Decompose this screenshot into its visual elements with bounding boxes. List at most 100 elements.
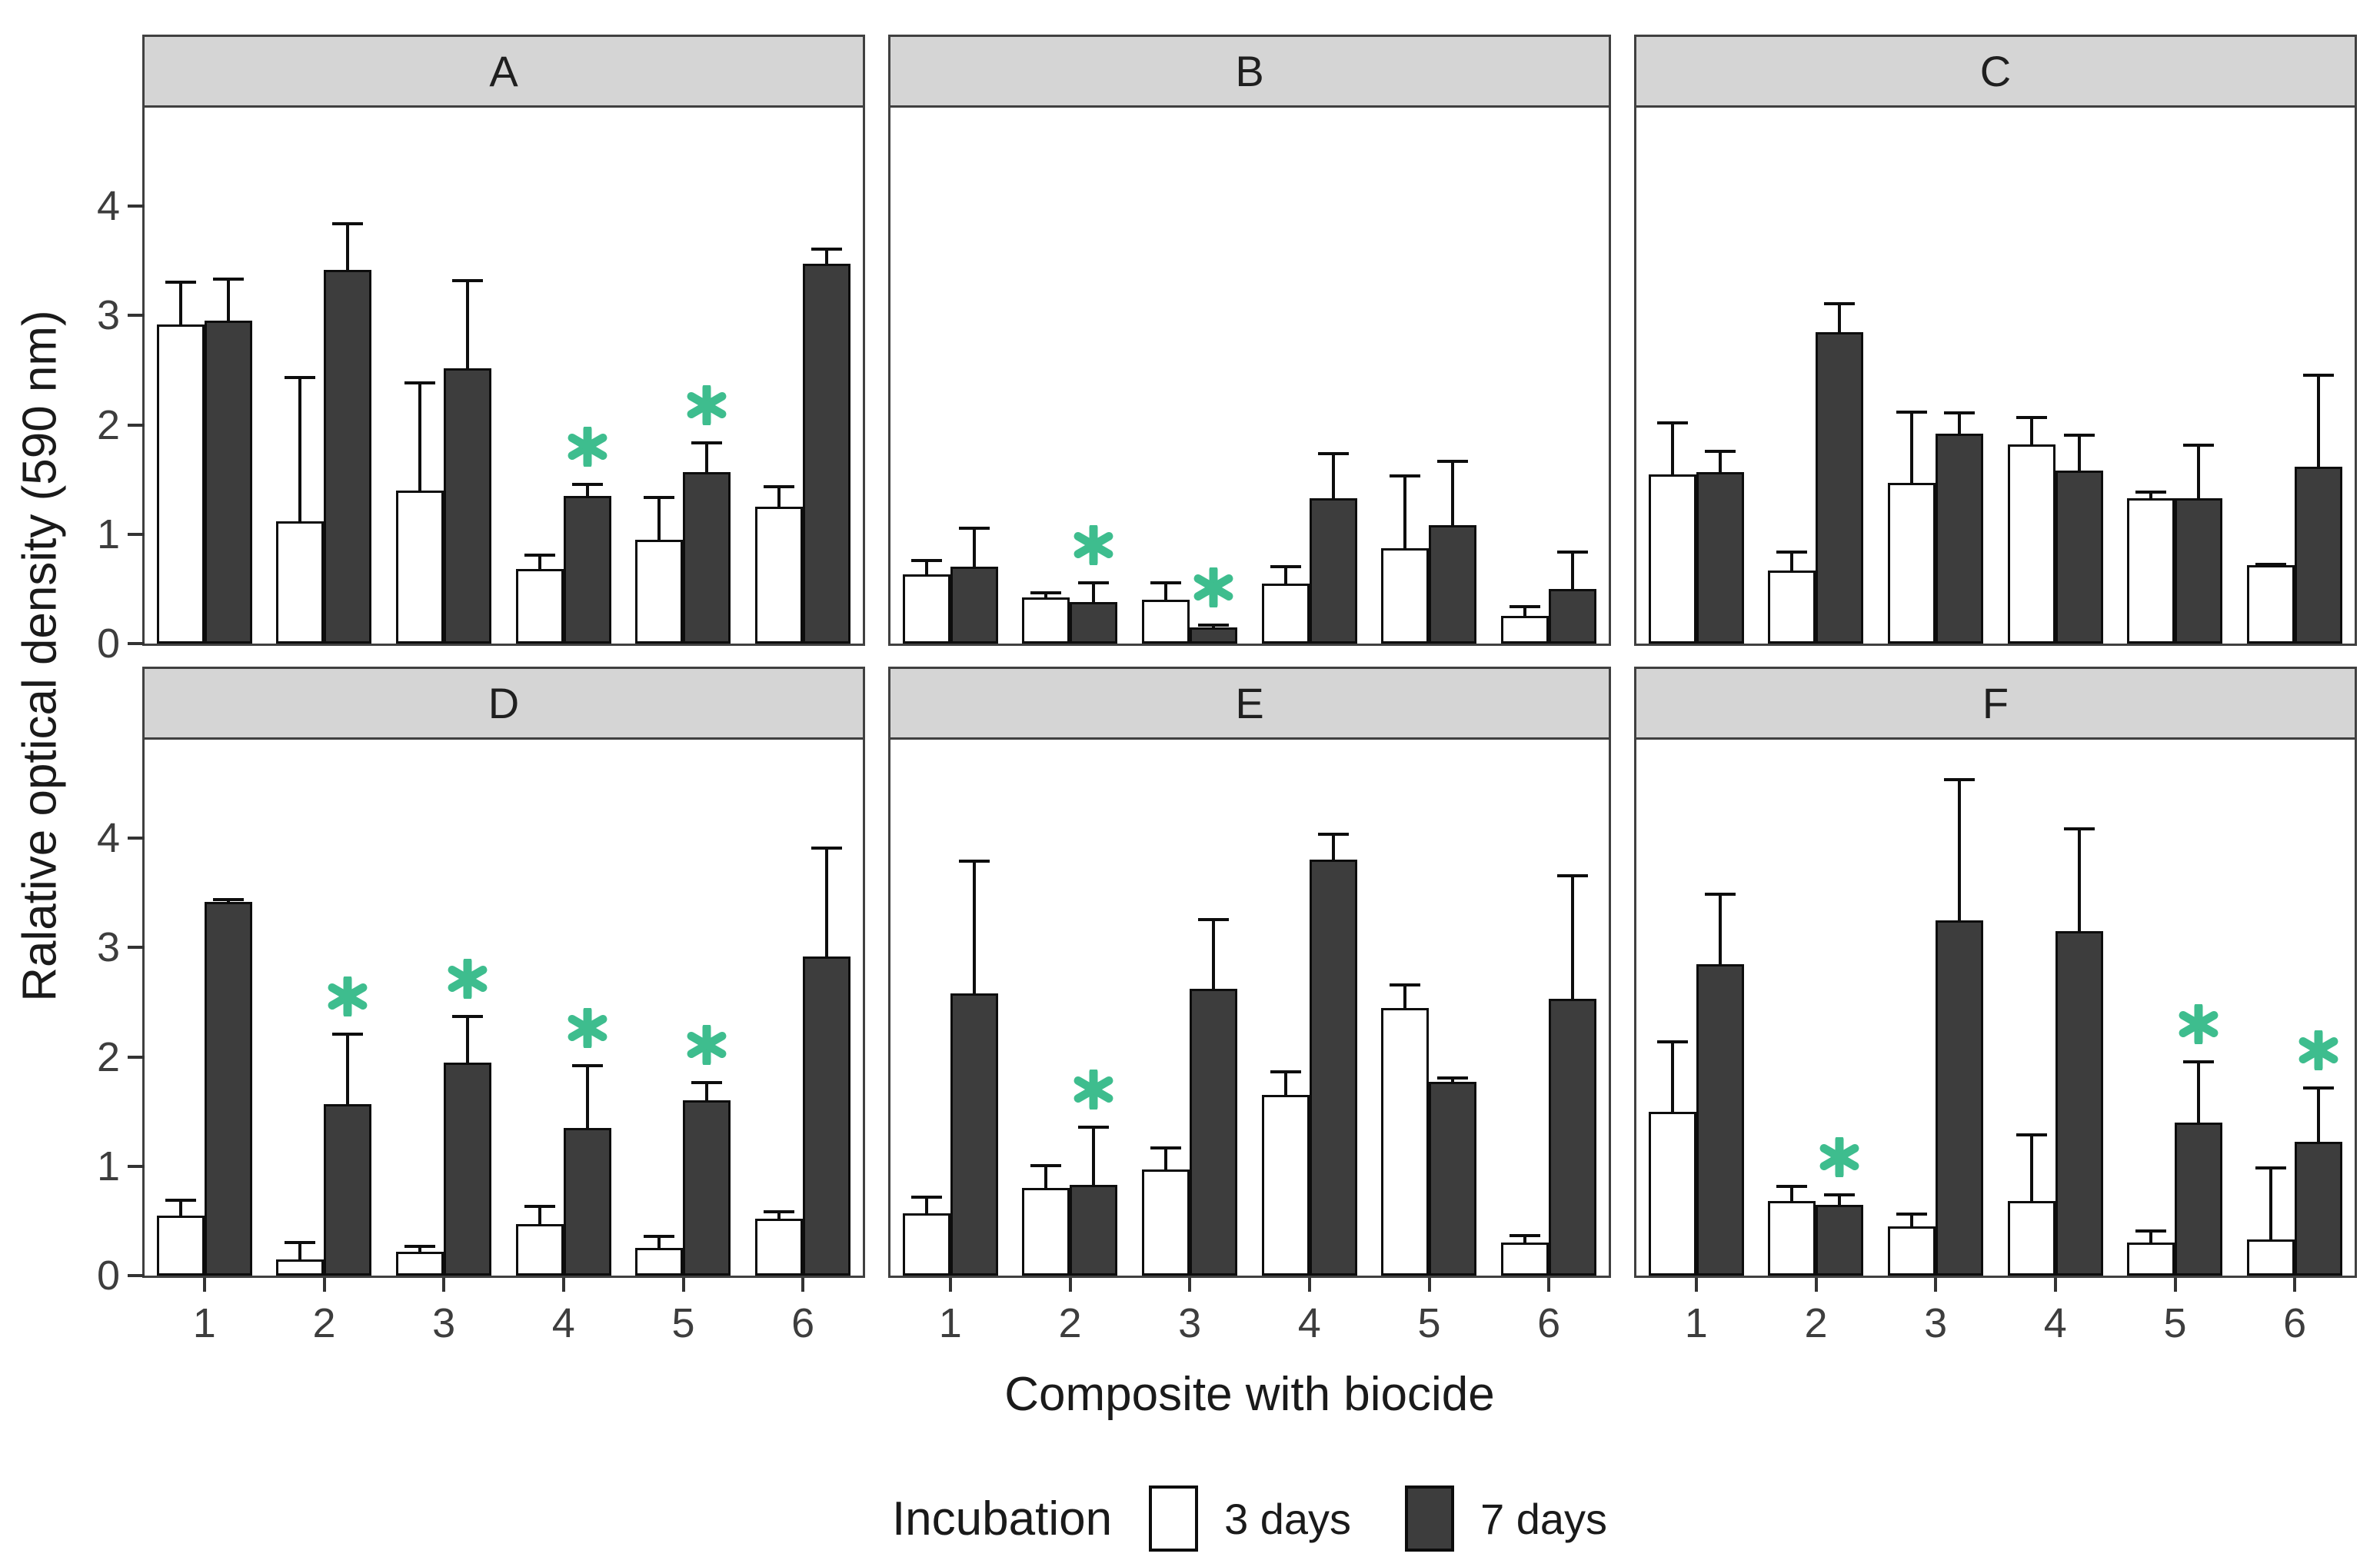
error-bar-cap xyxy=(1944,777,1976,781)
bar-3days xyxy=(2247,564,2295,644)
facet-strip-F: F xyxy=(1634,667,2357,740)
error-bar-cap xyxy=(285,1240,316,1244)
bar-7days xyxy=(1309,497,1357,644)
facet-strip-label: D xyxy=(488,679,520,727)
x-tick-mark xyxy=(801,1278,805,1292)
x-tick-label: 4 xyxy=(2043,1300,2067,1346)
error-bar-cap xyxy=(452,1015,484,1019)
bar-3days xyxy=(1022,1188,1070,1276)
error-bar xyxy=(811,847,843,957)
error-bar xyxy=(452,279,484,368)
x-tick-label: 5 xyxy=(2163,1300,2187,1346)
bar-7days xyxy=(324,1103,372,1276)
error-bar-stem xyxy=(466,1015,470,1063)
x-tick-label: 3 xyxy=(432,1300,456,1346)
x-tick-mark xyxy=(2173,1278,2177,1292)
bar-3days xyxy=(515,569,564,644)
error-bar-cap xyxy=(2135,490,2167,494)
bar-3days xyxy=(1261,583,1310,644)
error-bar xyxy=(1510,605,1541,617)
error-bar-cap xyxy=(1776,551,1808,554)
bar-group-A-2 xyxy=(265,108,384,644)
legend: Incubation 3 days 7 days xyxy=(142,1472,2357,1565)
error-bar-stem xyxy=(1838,302,1842,332)
bar-3days xyxy=(1501,616,1549,644)
error-bar-cap xyxy=(1078,1126,1110,1130)
error-bar-stem xyxy=(1331,832,1335,860)
significance-asterisk-icon xyxy=(568,1006,607,1052)
error-bar-cap xyxy=(1030,591,1062,594)
bar-group-C-1 xyxy=(1636,108,1756,644)
bar-group-E-4 xyxy=(1250,740,1370,1276)
error-bar-cap xyxy=(1030,1163,1062,1167)
error-bar-stem xyxy=(418,381,422,491)
error-bar-cap xyxy=(2255,1166,2287,1169)
significance-asterisk-icon xyxy=(1073,523,1113,569)
error-bar-stem xyxy=(1670,1040,1674,1112)
error-bar-stem xyxy=(178,1199,182,1216)
error-bar xyxy=(165,1199,196,1216)
bar-3days xyxy=(1501,1243,1549,1276)
error-bar-cap xyxy=(764,1209,795,1213)
error-bar xyxy=(1437,460,1469,526)
bar-group-D-3 xyxy=(384,740,504,1276)
error-bar-stem xyxy=(1670,421,1674,474)
error-bar xyxy=(1557,551,1589,589)
x-tick-label: 3 xyxy=(1924,1300,1948,1346)
bar-group-D-1 xyxy=(145,740,265,1276)
plot-area-F: 1 2 3 4 5 6 xyxy=(1634,740,2357,1346)
facet-panel-E: E 1 2 3 4 5 6 xyxy=(888,667,1611,1346)
error-bar xyxy=(1944,411,1976,434)
x-tick-mark xyxy=(2293,1278,2297,1292)
error-bar xyxy=(1317,832,1349,860)
error-bar-cap xyxy=(2063,433,2095,437)
error-bar-cap xyxy=(1776,1184,1808,1188)
bar-7days xyxy=(950,993,998,1276)
error-bar-cap xyxy=(691,1080,723,1084)
bar-7days xyxy=(1429,525,1477,644)
bar-group-F-4 xyxy=(1996,740,2115,1276)
bar-3days xyxy=(515,1224,564,1276)
error-bar-stem xyxy=(1331,452,1335,498)
error-bar-cap xyxy=(285,375,316,379)
x-tick-label: 1 xyxy=(192,1300,216,1346)
error-bar xyxy=(1557,873,1589,1000)
x-tick-mark xyxy=(322,1278,326,1292)
y-tick-mark xyxy=(128,532,145,536)
bar-7days xyxy=(2055,471,2103,644)
error-bar xyxy=(1656,421,1688,474)
error-bar-cap xyxy=(2016,416,2047,420)
error-bar xyxy=(1944,777,1976,920)
x-tick-mark xyxy=(1068,1278,1072,1292)
bar-3days xyxy=(1768,570,1816,644)
error-bar-cap xyxy=(811,847,843,850)
error-bar-cap xyxy=(1270,564,1301,568)
error-bar-cap xyxy=(644,495,675,499)
error-bar-stem xyxy=(1958,777,1962,920)
x-tick-mark xyxy=(561,1278,565,1292)
bar-3days xyxy=(2127,497,2175,644)
bar-3days xyxy=(902,1213,950,1276)
error-bar xyxy=(1198,624,1230,627)
error-bar-cap xyxy=(644,1235,675,1239)
bar-group-E-5 xyxy=(1370,740,1490,1276)
x-tick-mark xyxy=(1694,1278,1698,1292)
error-bar xyxy=(1776,551,1808,571)
y-tick-label: 1 xyxy=(96,511,120,557)
error-bar-stem xyxy=(1451,460,1455,526)
error-bar xyxy=(764,1209,795,1219)
error-bar-cap xyxy=(165,1199,196,1203)
y-tick-label: 2 xyxy=(96,1033,120,1080)
error-bar-cap xyxy=(1557,873,1589,877)
y-tick-label: 3 xyxy=(96,924,120,971)
bar-3days xyxy=(396,490,444,644)
x-tick-mark xyxy=(1427,1278,1431,1292)
facet-grid: A 0 1 2 3 4 B C D 0 1 2 3 4 1 2 3 4 5 6 E 1 2 3 4 5 6 F 1 2 3 4 5 6 xyxy=(97,35,2357,1346)
error-bar-cap xyxy=(1390,474,1421,477)
error-bar-cap xyxy=(212,898,244,902)
bar-7days xyxy=(2295,466,2343,644)
plot-area-D: 0 1 2 3 4 1 2 3 4 5 6 xyxy=(97,740,865,1346)
bar-7days xyxy=(1429,1082,1477,1276)
bar-group-C-4 xyxy=(1996,108,2115,644)
error-bar-cap xyxy=(691,441,723,444)
